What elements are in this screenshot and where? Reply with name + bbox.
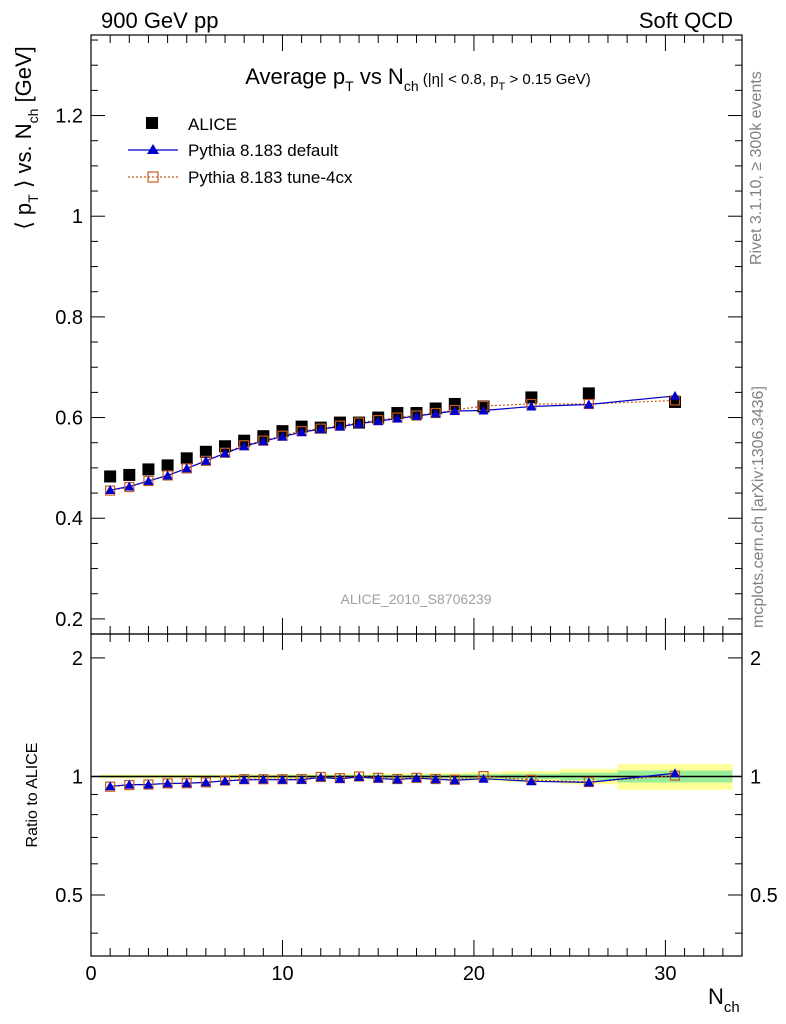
- ratio-default-point: [258, 774, 269, 784]
- default-point: [354, 418, 365, 428]
- ratio-tick-label: 2: [72, 648, 83, 670]
- alice-point: [180, 452, 193, 465]
- y-tick-label: 1.2: [55, 106, 83, 128]
- ratio-default-point: [373, 773, 384, 783]
- default-point: [277, 431, 288, 441]
- legend-alice-label: ALICE: [188, 115, 237, 134]
- ratio-tick-label: 0.5: [55, 885, 83, 907]
- x-tick-label: 20: [463, 963, 485, 985]
- alice-point: [525, 391, 538, 404]
- alice-point: [104, 470, 117, 483]
- rivet-label: Rivet 3.1.10, ≥ 300k events: [748, 71, 765, 265]
- ratio-default-point: [315, 772, 326, 782]
- ratio-tick-label-right: 0.5: [750, 885, 778, 907]
- ratio-default-point: [526, 776, 537, 786]
- legend-tune-label: Pythia 8.183 tune-4cx: [188, 168, 353, 187]
- legend-default-label: Pythia 8.183 default: [188, 141, 339, 160]
- ratio-default-point: [583, 777, 594, 787]
- alice-point: [219, 440, 232, 453]
- legend: ALICE Pythia 8.183 default Pythia 8.183 …: [128, 115, 353, 187]
- ratio-default-point: [162, 778, 173, 788]
- y-tick-label: 0.6: [55, 408, 83, 430]
- ratio-default-point: [200, 777, 211, 787]
- mcplots-label: mcplots.cern.ch [arXiv:1306.3436]: [750, 386, 767, 628]
- ratio-default-point: [392, 774, 403, 784]
- default-point: [200, 455, 211, 465]
- default-point: [411, 411, 422, 421]
- default-point: [143, 475, 154, 485]
- default-point: [669, 390, 680, 400]
- default-point: [334, 421, 345, 431]
- ratio-default-point: [181, 778, 192, 788]
- ratio-default-point: [143, 779, 154, 789]
- x-tick-label: 0: [85, 963, 96, 985]
- ratio-default-point: [354, 771, 365, 781]
- default-point: [526, 401, 537, 411]
- ratio-tick-label-right: 2: [750, 648, 761, 670]
- alice-point: [161, 459, 174, 472]
- ratio-default-point: [220, 775, 231, 785]
- analysis-watermark: ALICE_2010_S8706239: [340, 591, 491, 607]
- default-point: [181, 463, 192, 473]
- ratio-y-axis-label: Ratio to ALICE: [24, 743, 41, 848]
- y-tick-label: 0.4: [55, 508, 83, 530]
- legend-alice-marker: [146, 117, 158, 129]
- alice-point: [199, 445, 212, 458]
- ratio-default-point: [105, 781, 116, 791]
- y-tick-label: 1: [72, 206, 83, 228]
- ratio-frame: [90, 633, 743, 957]
- y-tick-label: 0.8: [55, 307, 83, 329]
- ratio-default-point: [239, 774, 250, 784]
- header-left: 900 GeV pp: [101, 8, 218, 33]
- default-point: [430, 408, 441, 418]
- default-point: [105, 485, 116, 495]
- default-point: [220, 448, 231, 458]
- alice-point: [582, 387, 595, 400]
- x-tick-label: 30: [654, 963, 676, 985]
- ratio-default-point: [296, 774, 307, 784]
- ratio-default-point: [411, 773, 422, 783]
- default-point: [124, 481, 135, 491]
- alice-point: [123, 468, 136, 481]
- x-axis-label: Nch: [708, 984, 740, 1016]
- default-point: [162, 470, 173, 480]
- ratio-default-point: [277, 774, 288, 784]
- x-tick-label: 10: [271, 963, 293, 985]
- default-point: [373, 416, 384, 426]
- plot-title: Average pT vs Nch (|η| < 0.8, pT > 0.15 …: [245, 64, 591, 94]
- alice-point: [142, 463, 155, 476]
- ratio-plot-area: [91, 634, 742, 956]
- default-point: [583, 399, 594, 409]
- default-point: [449, 406, 460, 416]
- ratio-default-point: [478, 773, 489, 783]
- header-right: Soft QCD: [639, 8, 733, 33]
- default-point: [296, 427, 307, 437]
- default-point: [258, 436, 269, 446]
- y-axis-label: ⟨ pT ⟩ vs. Nch [GeV]: [11, 46, 41, 230]
- ratio-default-point: [669, 768, 680, 778]
- legend-default-marker: [147, 144, 159, 154]
- ratio-default-point: [449, 775, 460, 785]
- ratio-tick-label: 1: [72, 766, 83, 788]
- default-point: [239, 441, 250, 451]
- default-point: [478, 405, 489, 415]
- default-point: [392, 413, 403, 423]
- main-plot-area: [91, 35, 742, 634]
- default-point: [315, 424, 326, 434]
- ratio-default-point: [430, 774, 441, 784]
- ratio-default-point: [334, 773, 345, 783]
- ratio-default-point: [124, 779, 135, 789]
- alice-point: [448, 397, 461, 410]
- y-tick-label: 0.2: [55, 609, 83, 631]
- ratio-tick-label-right: 1: [750, 766, 761, 788]
- legend-tune-marker: [147, 171, 159, 183]
